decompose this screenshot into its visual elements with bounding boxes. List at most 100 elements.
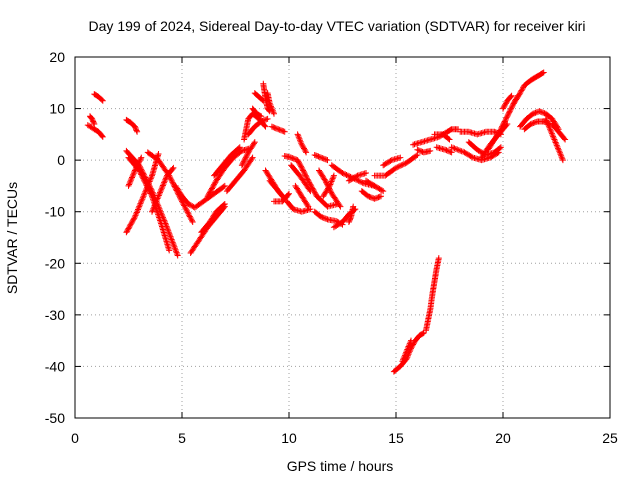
data-marker xyxy=(283,198,314,215)
data-marker xyxy=(399,337,414,365)
data-track xyxy=(271,190,292,205)
data-marker xyxy=(288,162,314,195)
data-marker xyxy=(371,152,421,179)
data-marker xyxy=(198,201,228,236)
data-series-sdtvar xyxy=(84,69,569,375)
data-track xyxy=(358,188,384,202)
data-track xyxy=(211,144,243,179)
data-track xyxy=(542,115,566,164)
data-track xyxy=(281,153,342,210)
data-track xyxy=(198,201,228,236)
y-tick-label: -10 xyxy=(45,204,65,220)
data-track xyxy=(245,115,271,138)
data-marker xyxy=(448,144,502,164)
y-tick-label: -50 xyxy=(45,410,65,426)
data-track xyxy=(431,131,453,143)
data-track xyxy=(251,90,267,104)
data-marker xyxy=(292,182,312,210)
data-track xyxy=(517,108,562,133)
data-marker xyxy=(345,170,369,184)
x-tick-label: 20 xyxy=(495,430,511,446)
data-marker xyxy=(423,255,442,334)
data-track xyxy=(91,91,106,104)
data-marker xyxy=(380,154,404,169)
data-marker xyxy=(266,177,286,200)
data-track xyxy=(500,92,515,112)
data-track xyxy=(123,116,141,135)
data-marker xyxy=(431,131,453,143)
data-marker xyxy=(433,144,455,156)
data-track xyxy=(311,152,331,164)
data-track xyxy=(204,145,252,200)
data-track xyxy=(172,182,228,211)
x-tick-label: 10 xyxy=(281,430,297,446)
y-tick-label: 20 xyxy=(49,49,65,65)
data-track xyxy=(238,139,258,169)
data-track xyxy=(125,154,145,189)
data-marker xyxy=(211,144,243,179)
data-marker xyxy=(510,69,547,107)
y-axis-label: SDTVAR / TECUs xyxy=(4,182,20,294)
data-marker xyxy=(345,203,357,225)
data-track xyxy=(266,177,286,200)
data-marker xyxy=(84,122,106,140)
data-track xyxy=(268,123,288,135)
y-tick-label: -20 xyxy=(45,255,65,271)
y-tick-label: -30 xyxy=(45,307,65,323)
data-track xyxy=(448,144,502,164)
data-marker xyxy=(149,164,177,215)
data-track xyxy=(363,177,387,195)
data-marker xyxy=(245,115,271,138)
chart-title: Day 199 of 2024, Sidereal Day-to-day VTE… xyxy=(89,18,586,34)
data-marker xyxy=(249,105,265,120)
data-marker xyxy=(294,131,310,156)
data-track xyxy=(87,113,98,127)
data-marker xyxy=(478,121,511,161)
x-tick-label: 0 xyxy=(71,430,79,446)
data-track xyxy=(249,105,265,120)
data-marker xyxy=(123,116,141,135)
data-track xyxy=(371,152,421,179)
data-track xyxy=(423,255,442,334)
data-track xyxy=(380,154,404,169)
y-tick-label: 10 xyxy=(49,101,65,117)
plot-frame xyxy=(74,56,611,419)
data-marker xyxy=(87,113,98,127)
data-marker xyxy=(358,188,384,202)
data-track xyxy=(510,69,547,107)
data-marker xyxy=(123,151,162,236)
data-marker xyxy=(320,172,337,200)
grid-lines xyxy=(75,57,610,418)
data-track xyxy=(320,172,337,200)
data-marker xyxy=(264,90,277,117)
data-marker xyxy=(91,91,106,104)
data-track xyxy=(84,122,106,140)
data-marker xyxy=(251,90,267,104)
data-marker xyxy=(542,115,566,164)
data-track xyxy=(149,164,177,215)
data-marker xyxy=(271,190,292,205)
data-marker xyxy=(549,121,569,143)
data-track xyxy=(345,203,357,225)
y-tick-label: -40 xyxy=(45,358,65,374)
data-track xyxy=(294,131,310,156)
data-marker xyxy=(311,152,331,164)
axis-ticks xyxy=(74,56,611,419)
data-marker xyxy=(238,139,258,169)
data-marker xyxy=(517,108,562,133)
data-track xyxy=(478,121,511,161)
data-track xyxy=(433,144,455,156)
x-tick-label: 25 xyxy=(602,430,618,446)
data-marker xyxy=(414,146,434,156)
data-marker xyxy=(125,154,145,189)
data-marker xyxy=(204,145,252,200)
data-marker xyxy=(268,123,288,135)
data-track xyxy=(260,80,273,115)
data-track xyxy=(345,170,369,184)
x-axis-label: GPS time / hours xyxy=(287,458,394,474)
data-track xyxy=(549,121,569,143)
data-marker xyxy=(172,182,228,211)
data-track xyxy=(123,151,162,236)
data-track xyxy=(264,90,277,117)
